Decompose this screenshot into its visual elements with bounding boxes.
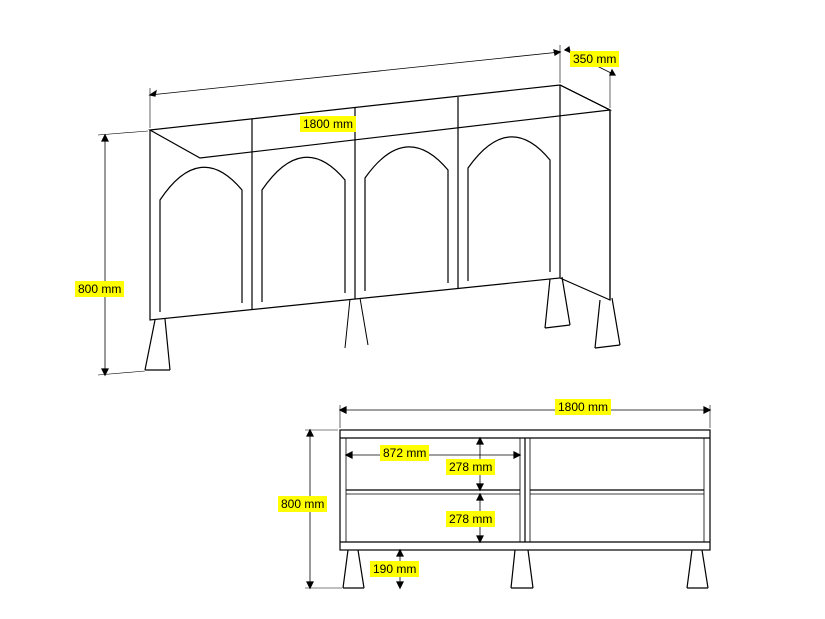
dim-height-iso: 800 mm — [75, 280, 124, 298]
front-elevation — [305, 405, 710, 588]
dim-height-front: 800 mm — [278, 495, 327, 513]
isometric-view — [98, 45, 620, 375]
technical-drawing — [0, 0, 825, 619]
dim-shelf-1: 278 mm — [446, 458, 495, 476]
dim-width-front: 1800 mm — [555, 398, 611, 416]
dim-width-iso: 1800 mm — [300, 115, 356, 133]
dim-inner-width: 872 mm — [380, 444, 429, 462]
dim-depth-iso: 350 mm — [570, 50, 619, 68]
dim-shelf-2: 278 mm — [446, 510, 495, 528]
dim-leg-height: 190 mm — [370, 560, 419, 578]
